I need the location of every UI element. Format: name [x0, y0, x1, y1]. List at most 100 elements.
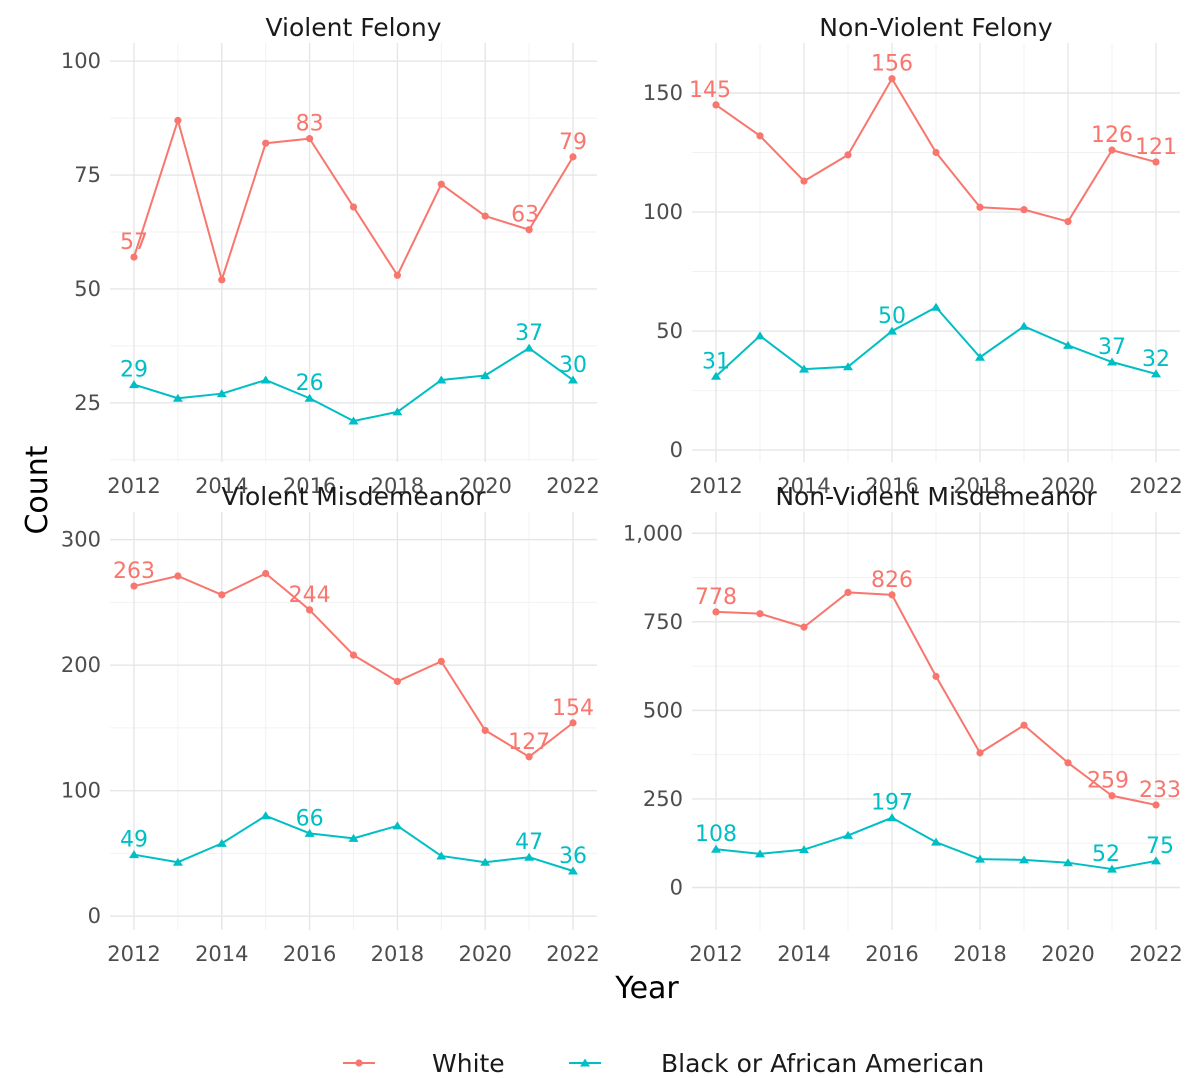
data-point[interactable] [1108, 146, 1116, 154]
data-point[interactable] [932, 148, 940, 157]
data-point[interactable] [569, 719, 577, 727]
data-point[interactable] [1064, 217, 1072, 226]
data-point[interactable] [1151, 369, 1161, 378]
data-point[interactable] [481, 212, 489, 220]
data-point[interactable] [480, 857, 491, 866]
data-point[interactable] [800, 623, 808, 631]
data-point[interactable] [393, 271, 401, 279]
data-point[interactable] [1020, 721, 1028, 729]
data-point[interactable] [129, 380, 139, 389]
data-point[interactable] [306, 135, 314, 143]
data-point[interactable] [844, 151, 852, 159]
data-point[interactable] [976, 203, 984, 211]
data-point[interactable] [1063, 340, 1073, 349]
data-point[interactable] [260, 811, 271, 820]
legend-item-black-or-african-american[interactable]: Black or African American [569, 1049, 984, 1078]
data-point[interactable] [1108, 792, 1116, 800]
data-point[interactable] [931, 302, 941, 311]
data-point[interactable] [216, 838, 227, 847]
data-point[interactable] [1064, 759, 1072, 767]
data-point[interactable] [480, 370, 491, 379]
data-point[interactable] [844, 588, 852, 597]
y-tick-label: 150 [643, 81, 683, 105]
x-tick-label: 2020 [1041, 942, 1094, 966]
data-point[interactable] [755, 331, 765, 340]
y-tick-label: 100 [643, 200, 683, 224]
series-black: 108 197 52 75 [695, 791, 1174, 873]
data-point[interactable] [568, 866, 578, 875]
data-point[interactable] [1019, 855, 1029, 864]
data-point[interactable] [1107, 357, 1117, 366]
data-point[interactable] [174, 116, 182, 125]
data-point[interactable] [888, 591, 896, 599]
data-point[interactable] [976, 749, 984, 757]
data-point[interactable] [436, 375, 447, 384]
legend-item-white[interactable]: White [343, 1049, 505, 1078]
data-point[interactable] [756, 610, 764, 618]
data-point[interactable] [1107, 864, 1117, 873]
data-point[interactable] [887, 326, 897, 335]
data-point[interactable] [712, 608, 720, 616]
data-point[interactable] [306, 606, 314, 614]
data-point[interactable] [1152, 801, 1160, 809]
data-point[interactable] [392, 407, 403, 416]
data-point[interactable] [756, 132, 764, 140]
data-point[interactable] [262, 139, 270, 147]
data-point[interactable] [172, 393, 183, 402]
data-point[interactable] [172, 857, 183, 866]
data-point[interactable] [262, 569, 270, 578]
data-point[interactable] [843, 362, 853, 371]
data-point[interactable] [129, 850, 139, 859]
data-point[interactable] [349, 203, 358, 211]
data-point[interactable] [304, 828, 315, 837]
data-point[interactable] [218, 591, 226, 599]
data-point[interactable] [888, 75, 896, 83]
data-point[interactable] [348, 416, 359, 425]
data-point[interactable] [216, 389, 227, 398]
data-point[interactable] [755, 849, 765, 858]
data-point[interactable] [481, 726, 489, 735]
data-point[interactable] [931, 837, 941, 846]
data-label: 37 [515, 321, 543, 346]
data-point[interactable] [392, 821, 403, 830]
data-point[interactable] [843, 830, 853, 839]
data-point[interactable] [712, 101, 720, 109]
data-point[interactable] [711, 844, 721, 853]
panel-title: Violent Felony [266, 13, 442, 42]
data-point[interactable] [218, 276, 226, 284]
data-point[interactable] [568, 375, 578, 384]
data-point[interactable] [569, 153, 577, 161]
data-point[interactable] [130, 582, 138, 590]
data-point[interactable] [130, 253, 138, 261]
data-point[interactable] [525, 753, 533, 761]
data-point[interactable] [437, 657, 445, 665]
data-point[interactable] [393, 677, 401, 686]
data-point[interactable] [524, 343, 535, 352]
data-point[interactable] [799, 364, 809, 373]
data-point[interactable] [1020, 206, 1028, 214]
data-point[interactable] [1151, 856, 1161, 865]
data-point[interactable] [800, 177, 808, 185]
data-label: 263 [113, 559, 155, 584]
data-label: 57 [120, 230, 148, 255]
data-point[interactable] [174, 572, 182, 580]
data-point[interactable] [1063, 858, 1073, 867]
y-tick-label: 100 [61, 49, 101, 73]
data-point[interactable] [260, 375, 271, 384]
data-point[interactable] [436, 851, 447, 860]
data-point[interactable] [525, 226, 533, 234]
data-point[interactable] [304, 393, 315, 402]
data-point[interactable] [711, 371, 721, 380]
y-tick-label: 50 [656, 319, 683, 343]
data-point[interactable] [1152, 158, 1160, 166]
data-point[interactable] [349, 651, 358, 659]
data-point[interactable] [799, 845, 809, 854]
data-point[interactable] [348, 833, 359, 842]
data-point[interactable] [1019, 321, 1029, 330]
data-point[interactable] [975, 352, 985, 361]
data-point[interactable] [932, 672, 940, 680]
data-point[interactable] [437, 180, 445, 188]
data-point[interactable] [524, 852, 535, 861]
data-point[interactable] [975, 854, 985, 863]
data-point[interactable] [887, 813, 897, 822]
